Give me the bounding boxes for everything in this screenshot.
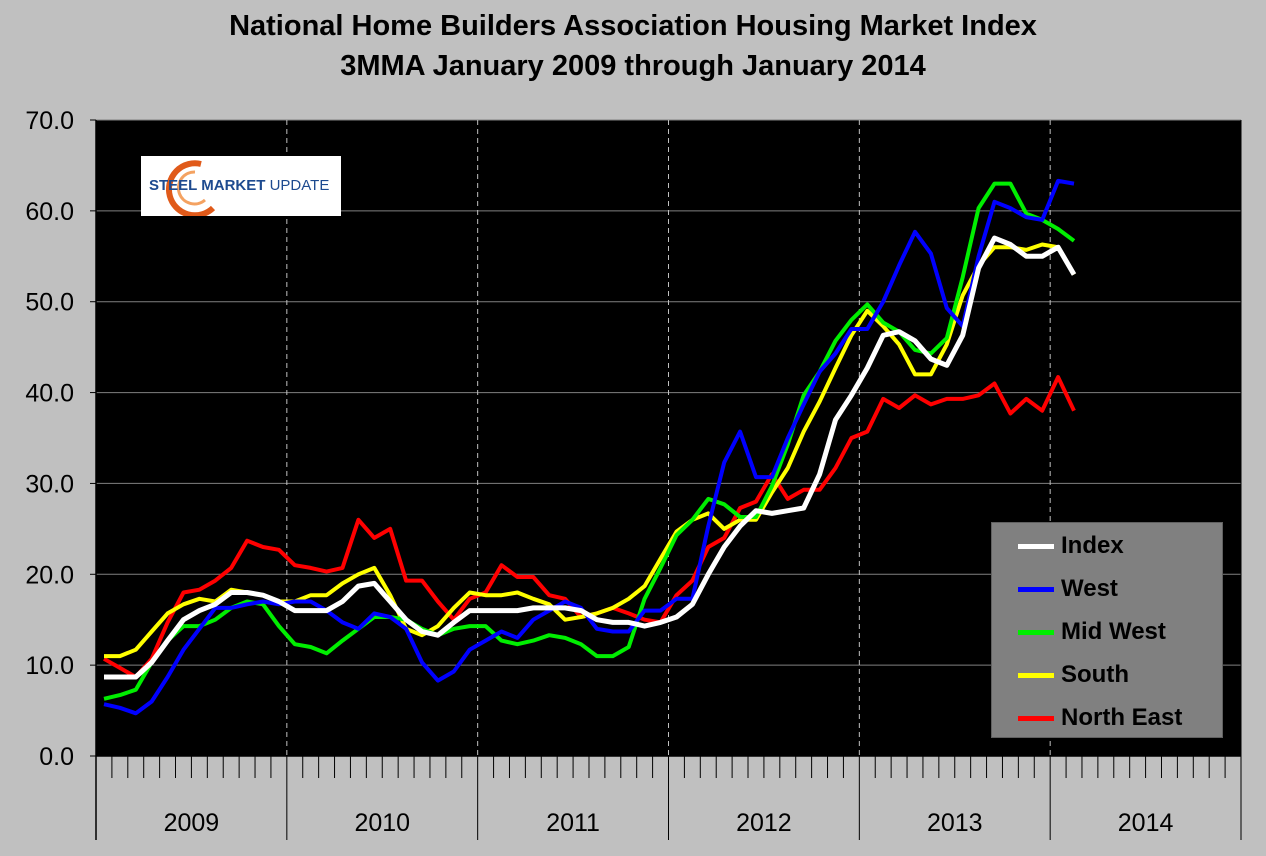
steel-market-update-logo: STEEL MARKET UPDATE xyxy=(141,156,341,216)
legend-item-north-east: North East xyxy=(1018,703,1182,733)
year-label: 2012 xyxy=(736,809,792,837)
y-tick-label: 50.0 xyxy=(25,289,74,317)
legend-item-west: West xyxy=(1018,574,1118,604)
legend: Index West Mid West South North East xyxy=(991,522,1223,738)
logo-text: STEEL MARKET UPDATE xyxy=(149,177,329,194)
y-tick-label: 70.0 xyxy=(25,107,74,135)
y-tick-label: 40.0 xyxy=(25,380,74,408)
logo-ring-icon xyxy=(165,160,216,216)
y-tick-label: 60.0 xyxy=(25,198,74,226)
logo-word-update: UPDATE xyxy=(269,177,330,194)
y-tick-label: 20.0 xyxy=(25,561,74,589)
legend-swatch xyxy=(1018,715,1054,721)
logo-word-steel: STEEL xyxy=(149,177,198,194)
year-label: 2013 xyxy=(927,809,983,837)
chart-title: National Home Builders Association Housi… xyxy=(229,10,1037,42)
year-label: 2009 xyxy=(164,809,220,837)
legend-swatch xyxy=(1018,586,1054,592)
series-line-west xyxy=(103,178,1075,716)
legend-item-mid-west: Mid West xyxy=(1018,617,1166,647)
legend-label: North East xyxy=(1061,704,1183,731)
legend-swatch xyxy=(1018,629,1054,635)
legend-swatch xyxy=(1018,543,1054,549)
legend-item-south: South xyxy=(1018,660,1129,690)
chart-subtitle: 3MMA January 2009 through January 2014 xyxy=(340,50,926,82)
legend-swatch xyxy=(1018,672,1054,678)
y-tick-label: 10.0 xyxy=(25,652,74,680)
series-line-index xyxy=(104,235,1077,680)
year-label: 2010 xyxy=(354,809,410,837)
legend-label: Index xyxy=(1061,532,1124,559)
legend-label: South xyxy=(1061,661,1129,688)
legend-label: West xyxy=(1061,575,1118,602)
legend-label: Mid West xyxy=(1061,618,1166,645)
logo-word-market: MARKET xyxy=(201,177,266,194)
y-tick-label: 0.0 xyxy=(39,743,74,771)
legend-item-index: Index xyxy=(1018,531,1124,561)
y-tick-label: 30.0 xyxy=(25,470,74,498)
year-label: 2014 xyxy=(1118,809,1174,837)
year-label: 2011 xyxy=(546,809,600,837)
series-line-mid-west xyxy=(103,181,1076,701)
